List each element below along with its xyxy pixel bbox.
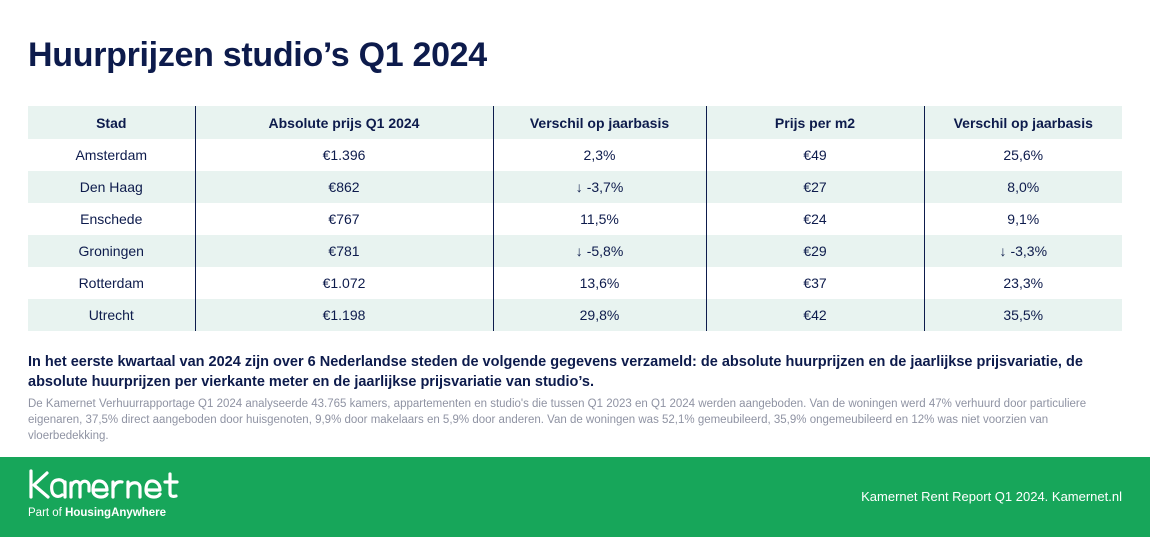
page-title: Huurprijzen studio’s Q1 2024 [28, 36, 487, 74]
cell-price-per-m2: €27 [705, 171, 924, 203]
cell-m2-change-value: 8,0% [1007, 179, 1040, 195]
down-arrow-icon: ↓ [999, 243, 1007, 259]
header-absolute-price: Absolute prijs Q1 2024 [194, 106, 493, 139]
tagline-prefix: Part of [28, 507, 66, 519]
table-row: Amsterdam €1.396 2,3% €49 25,6% [28, 139, 1122, 171]
kamernet-logo [29, 469, 179, 499]
cell-city-value: Amsterdam [75, 147, 148, 163]
cell-city-value: Rotterdam [78, 275, 144, 291]
cell-city-value: Groningen [78, 243, 144, 259]
cell-city: Den Haag [28, 171, 195, 203]
down-arrow-icon: ↓ [575, 179, 583, 195]
cell-price-per-m2-value: €29 [803, 243, 827, 259]
header-price-change: Verschil op jaarbasis [492, 106, 706, 139]
cell-price-change: ↓ -3,7% [492, 171, 706, 203]
cell-absolute-price-value: €1.072 [322, 275, 366, 291]
cell-absolute-price: €862 [194, 171, 493, 203]
table-header-row: Stad Absolute prijs Q1 2024 Verschil op … [28, 106, 1122, 139]
table-row: Utrecht €1.198 29,8% €42 35,5% [28, 299, 1122, 331]
cell-absolute-price: €1.198 [194, 299, 493, 331]
cell-price-per-m2: €42 [705, 299, 924, 331]
cell-city: Utrecht [28, 299, 195, 331]
header-m2-change: Verschil op jaarbasis [923, 106, 1122, 139]
cell-absolute-price: €1.396 [194, 139, 493, 171]
cell-price-per-m2-value: €24 [803, 211, 827, 227]
table-row: Rotterdam €1.072 13,6% €37 23,3% [28, 267, 1122, 299]
cell-absolute-price-value: €767 [328, 211, 360, 227]
tagline: Part of HousingAnywhere [28, 507, 166, 519]
cell-city-value: Enschede [80, 211, 143, 227]
cell-price-change: 2,3% [492, 139, 706, 171]
header-city: Stad [28, 106, 195, 139]
cell-city: Rotterdam [28, 267, 195, 299]
cell-price-change-value: 11,5% [580, 211, 619, 227]
cell-city: Groningen [28, 235, 195, 267]
cell-price-change: ↓ -5,8% [492, 235, 706, 267]
cell-price-change-value: 29,8% [579, 307, 620, 323]
cell-m2-change-value: 23,3% [1003, 275, 1044, 291]
cell-price-per-m2-value: €49 [803, 147, 827, 163]
down-arrow-icon: ↓ [575, 243, 583, 259]
cell-city: Enschede [28, 203, 195, 235]
cell-price-change-value: 2,3% [583, 147, 616, 163]
report-credit: Kamernet Rent Report Q1 2024. Kamernet.n… [861, 489, 1122, 504]
summary-text: In het eerste kwartaal van 2024 zijn ove… [28, 354, 1083, 390]
cell-price-per-m2: €24 [705, 203, 924, 235]
cell-absolute-price-value: €862 [328, 179, 360, 195]
cell-price-change: 11,5% [492, 203, 706, 235]
cell-price-per-m2-value: €27 [803, 179, 827, 195]
cell-m2-change: 8,0% [923, 171, 1122, 203]
tagline-brand: HousingAnywhere [65, 507, 167, 519]
cell-m2-change-value: -3,3% [1010, 243, 1048, 259]
cell-price-per-m2: €49 [705, 139, 924, 171]
cell-price-change: 13,6% [492, 267, 706, 299]
cell-m2-change: 9,1% [923, 203, 1122, 235]
cell-m2-change-value: 35,5% [1003, 307, 1044, 323]
cell-city: Amsterdam [28, 139, 195, 171]
cell-price-change-value: 13,6% [579, 275, 620, 291]
cell-price-change: 29,8% [492, 299, 706, 331]
cell-absolute-price: €767 [194, 203, 493, 235]
cell-city-value: Den Haag [79, 179, 143, 195]
cell-m2-change: ↓ -3,3% [923, 235, 1122, 267]
header-price-per-m2: Prijs per m2 [705, 106, 924, 139]
cell-absolute-price-value: €1.396 [322, 147, 366, 163]
rent-table: Stad Absolute prijs Q1 2024 Verschil op … [28, 106, 1122, 331]
cell-price-change-value: -5,8% [586, 243, 624, 259]
cell-city-value: Utrecht [88, 307, 134, 323]
table-row: Den Haag €862 ↓ -3,7% €27 8,0% [28, 171, 1122, 203]
cell-price-per-m2-value: €37 [803, 275, 827, 291]
cell-price-change-value: -3,7% [586, 179, 624, 195]
cell-price-per-m2: €29 [705, 235, 924, 267]
cell-m2-change: 25,6% [923, 139, 1122, 171]
cell-absolute-price-value: €781 [328, 243, 360, 259]
cell-m2-change-value: 9,1% [1007, 211, 1040, 227]
table-row: Groningen €781 ↓ -5,8% €29 ↓ -3,3% [28, 235, 1122, 267]
cell-absolute-price-value: €1.198 [322, 307, 366, 323]
methodology-note: De Kamernet Verhuurrapportage Q1 2024 an… [28, 398, 1087, 442]
cell-m2-change: 23,3% [923, 267, 1122, 299]
table-row: Enschede €767 11,5% €24 9,1% [28, 203, 1122, 235]
cell-m2-change-value: 25,6% [1003, 147, 1044, 163]
cell-price-per-m2: €37 [705, 267, 924, 299]
cell-m2-change: 35,5% [923, 299, 1122, 331]
cell-price-per-m2-value: €42 [803, 307, 827, 323]
cell-absolute-price: €781 [194, 235, 493, 267]
cell-absolute-price: €1.072 [194, 267, 493, 299]
footer-bar: Part of HousingAnywhere Kamernet Rent Re… [0, 457, 1150, 537]
